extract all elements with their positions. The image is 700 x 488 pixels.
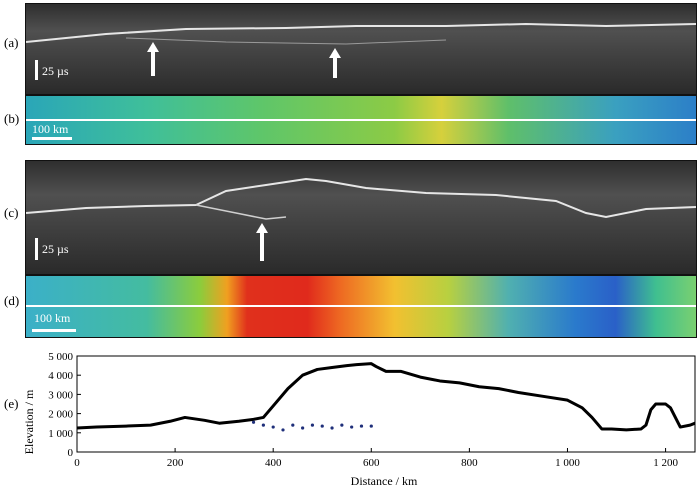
surface-elevation-line (76, 362, 696, 432)
y-tick-label: 3 000 (48, 389, 73, 401)
y-tick-label: 2 000 (48, 409, 73, 421)
subsurface-reflector-point (261, 423, 265, 427)
subsurface-reflector-point (369, 424, 373, 428)
topography-map-d: 100 km (25, 275, 697, 338)
x-axis-label: Distance / km (351, 474, 418, 488)
time-scale-bar (35, 238, 38, 260)
y-axis-label: Elevation / m (22, 389, 36, 454)
subsurface-reflector-point (291, 423, 295, 427)
y-tick-label: 4 000 (48, 370, 73, 382)
y-tick-label: 0 (68, 447, 74, 459)
x-tick-label: 200 (167, 457, 184, 469)
subsurface-reflector-point (281, 428, 285, 432)
y-tick-label: 5 000 (48, 351, 73, 363)
time-scale-bar (35, 60, 38, 80)
distance-scale-label: 100 km (34, 311, 71, 325)
arrow-icon (256, 223, 268, 261)
distance-scale-label: 100 km (32, 122, 69, 136)
x-tick-label: 1 200 (653, 457, 678, 469)
panel-label-d: (d) (4, 293, 20, 308)
radargram-c-reflector (26, 177, 696, 220)
panel-label-c: (c) (4, 205, 19, 220)
ground-track-line (26, 305, 696, 307)
distance-scale-bar (32, 329, 76, 332)
subsurface-reflector-point (301, 426, 305, 430)
radargram-c: 25 µs (25, 160, 697, 275)
subsurface-reflector-point (271, 425, 275, 429)
topography-map-b: 100 km (25, 95, 697, 145)
time-scale-label: 25 µs (42, 242, 69, 256)
arrow-icon (147, 42, 159, 76)
panel-label-a: (a) (4, 35, 19, 50)
x-tick-label: 600 (363, 457, 380, 469)
x-tick-label: 1 000 (555, 457, 580, 469)
arrow-icon (329, 48, 341, 78)
elevation-profile-chart: 0 200 400 600 800 1 000 1 200 0 1 000 2 000 3 000 4… (22, 351, 696, 488)
panel-label-e: (e) (4, 396, 19, 411)
subsurface-reflector-point (359, 424, 364, 428)
subsurface-reflector-point (350, 425, 354, 429)
subsurface-reflector-point (340, 423, 344, 427)
distance-scale-bar (32, 137, 72, 140)
radargram-a: 25 µs (25, 3, 697, 95)
radargram-a-reflector (26, 22, 696, 45)
plot-frame (76, 355, 696, 453)
subsurface-reflector-point (310, 423, 315, 427)
subsurface-reflector-point (330, 426, 334, 430)
x-tick-label: 800 (461, 457, 478, 469)
x-tick-label: 400 (265, 457, 282, 469)
panel-label-b: (b) (4, 111, 20, 126)
x-tick-label: 0 (74, 457, 80, 469)
y-tick-label: 1 000 (48, 428, 73, 440)
time-scale-label: 25 µs (42, 64, 69, 78)
ground-track-line (26, 119, 696, 121)
subsurface-reflector-point (251, 420, 256, 424)
subsurface-reflector-point (320, 424, 324, 428)
